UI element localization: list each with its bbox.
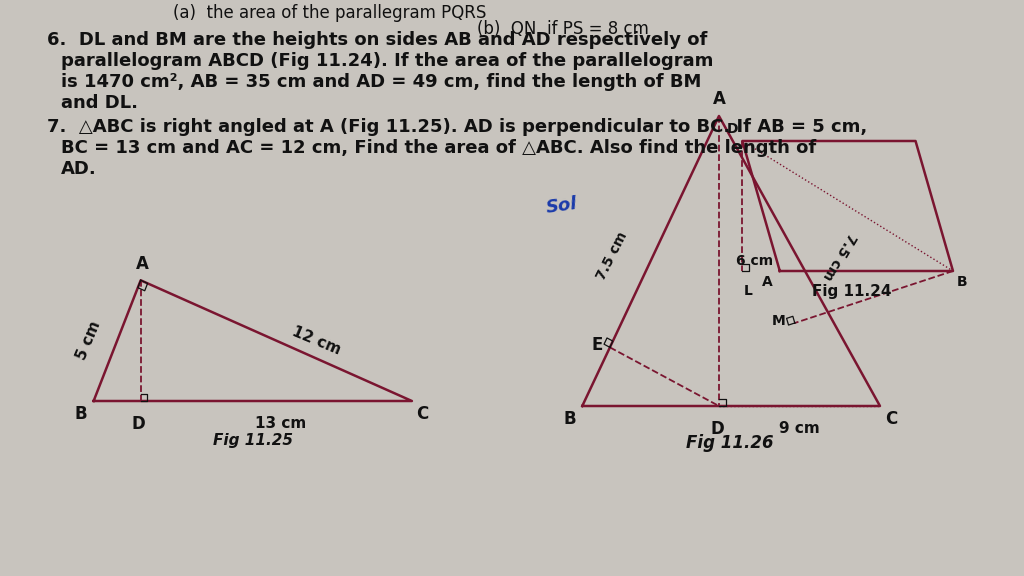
Text: B: B (956, 275, 968, 289)
Text: M: M (772, 314, 785, 328)
Text: E: E (591, 336, 602, 354)
Text: 6.  DL and BM are the heights on sides AB and AD respectively of: 6. DL and BM are the heights on sides AB… (47, 31, 708, 49)
Text: is 1470 cm², AB = 35 cm and AD = 49 cm, find the length of BM: is 1470 cm², AB = 35 cm and AD = 49 cm, … (60, 73, 701, 91)
Text: (a)  the area of the parallegram PQRS: (a) the area of the parallegram PQRS (173, 4, 486, 22)
Text: parallelogram ABCD (Fig 11.24). If the area of the parallelogram: parallelogram ABCD (Fig 11.24). If the a… (60, 52, 714, 70)
Text: L: L (744, 284, 753, 298)
Text: B: B (75, 405, 87, 423)
Text: C: C (417, 405, 429, 423)
Text: AD.: AD. (60, 160, 96, 178)
Text: B: B (563, 410, 575, 428)
Text: D: D (727, 122, 738, 136)
Text: 7.5 cm: 7.5 cm (820, 230, 859, 282)
Text: A: A (136, 255, 150, 273)
Text: 6 cm: 6 cm (736, 254, 773, 268)
Text: 13 cm: 13 cm (255, 416, 306, 431)
Text: Fig 11.26: Fig 11.26 (686, 434, 774, 452)
Text: D: D (711, 420, 724, 438)
Text: 9 cm: 9 cm (779, 421, 820, 436)
Text: 12 cm: 12 cm (291, 324, 343, 358)
Text: 5 cm: 5 cm (74, 319, 103, 362)
Text: and DL.: and DL. (60, 94, 138, 112)
Text: Sol: Sol (545, 195, 579, 217)
Text: A: A (762, 275, 772, 289)
Text: C: C (885, 410, 897, 428)
Text: (b)  QN, if PS = 8 cm: (b) QN, if PS = 8 cm (477, 20, 649, 38)
Text: 7.  △ABC is right angled at A (Fig 11.25). AD is perpendicular to BC. If AB = 5 : 7. △ABC is right angled at A (Fig 11.25)… (47, 118, 867, 136)
Text: Fig 11.25: Fig 11.25 (213, 433, 293, 448)
Text: 7.5 cm: 7.5 cm (594, 230, 630, 282)
Text: A: A (713, 90, 725, 108)
Text: Fig 11.24: Fig 11.24 (812, 284, 892, 299)
Text: BC = 13 cm and AC = 12 cm, Find the area of △ABC. Also find the length of: BC = 13 cm and AC = 12 cm, Find the area… (60, 139, 816, 157)
Text: D: D (132, 415, 145, 433)
